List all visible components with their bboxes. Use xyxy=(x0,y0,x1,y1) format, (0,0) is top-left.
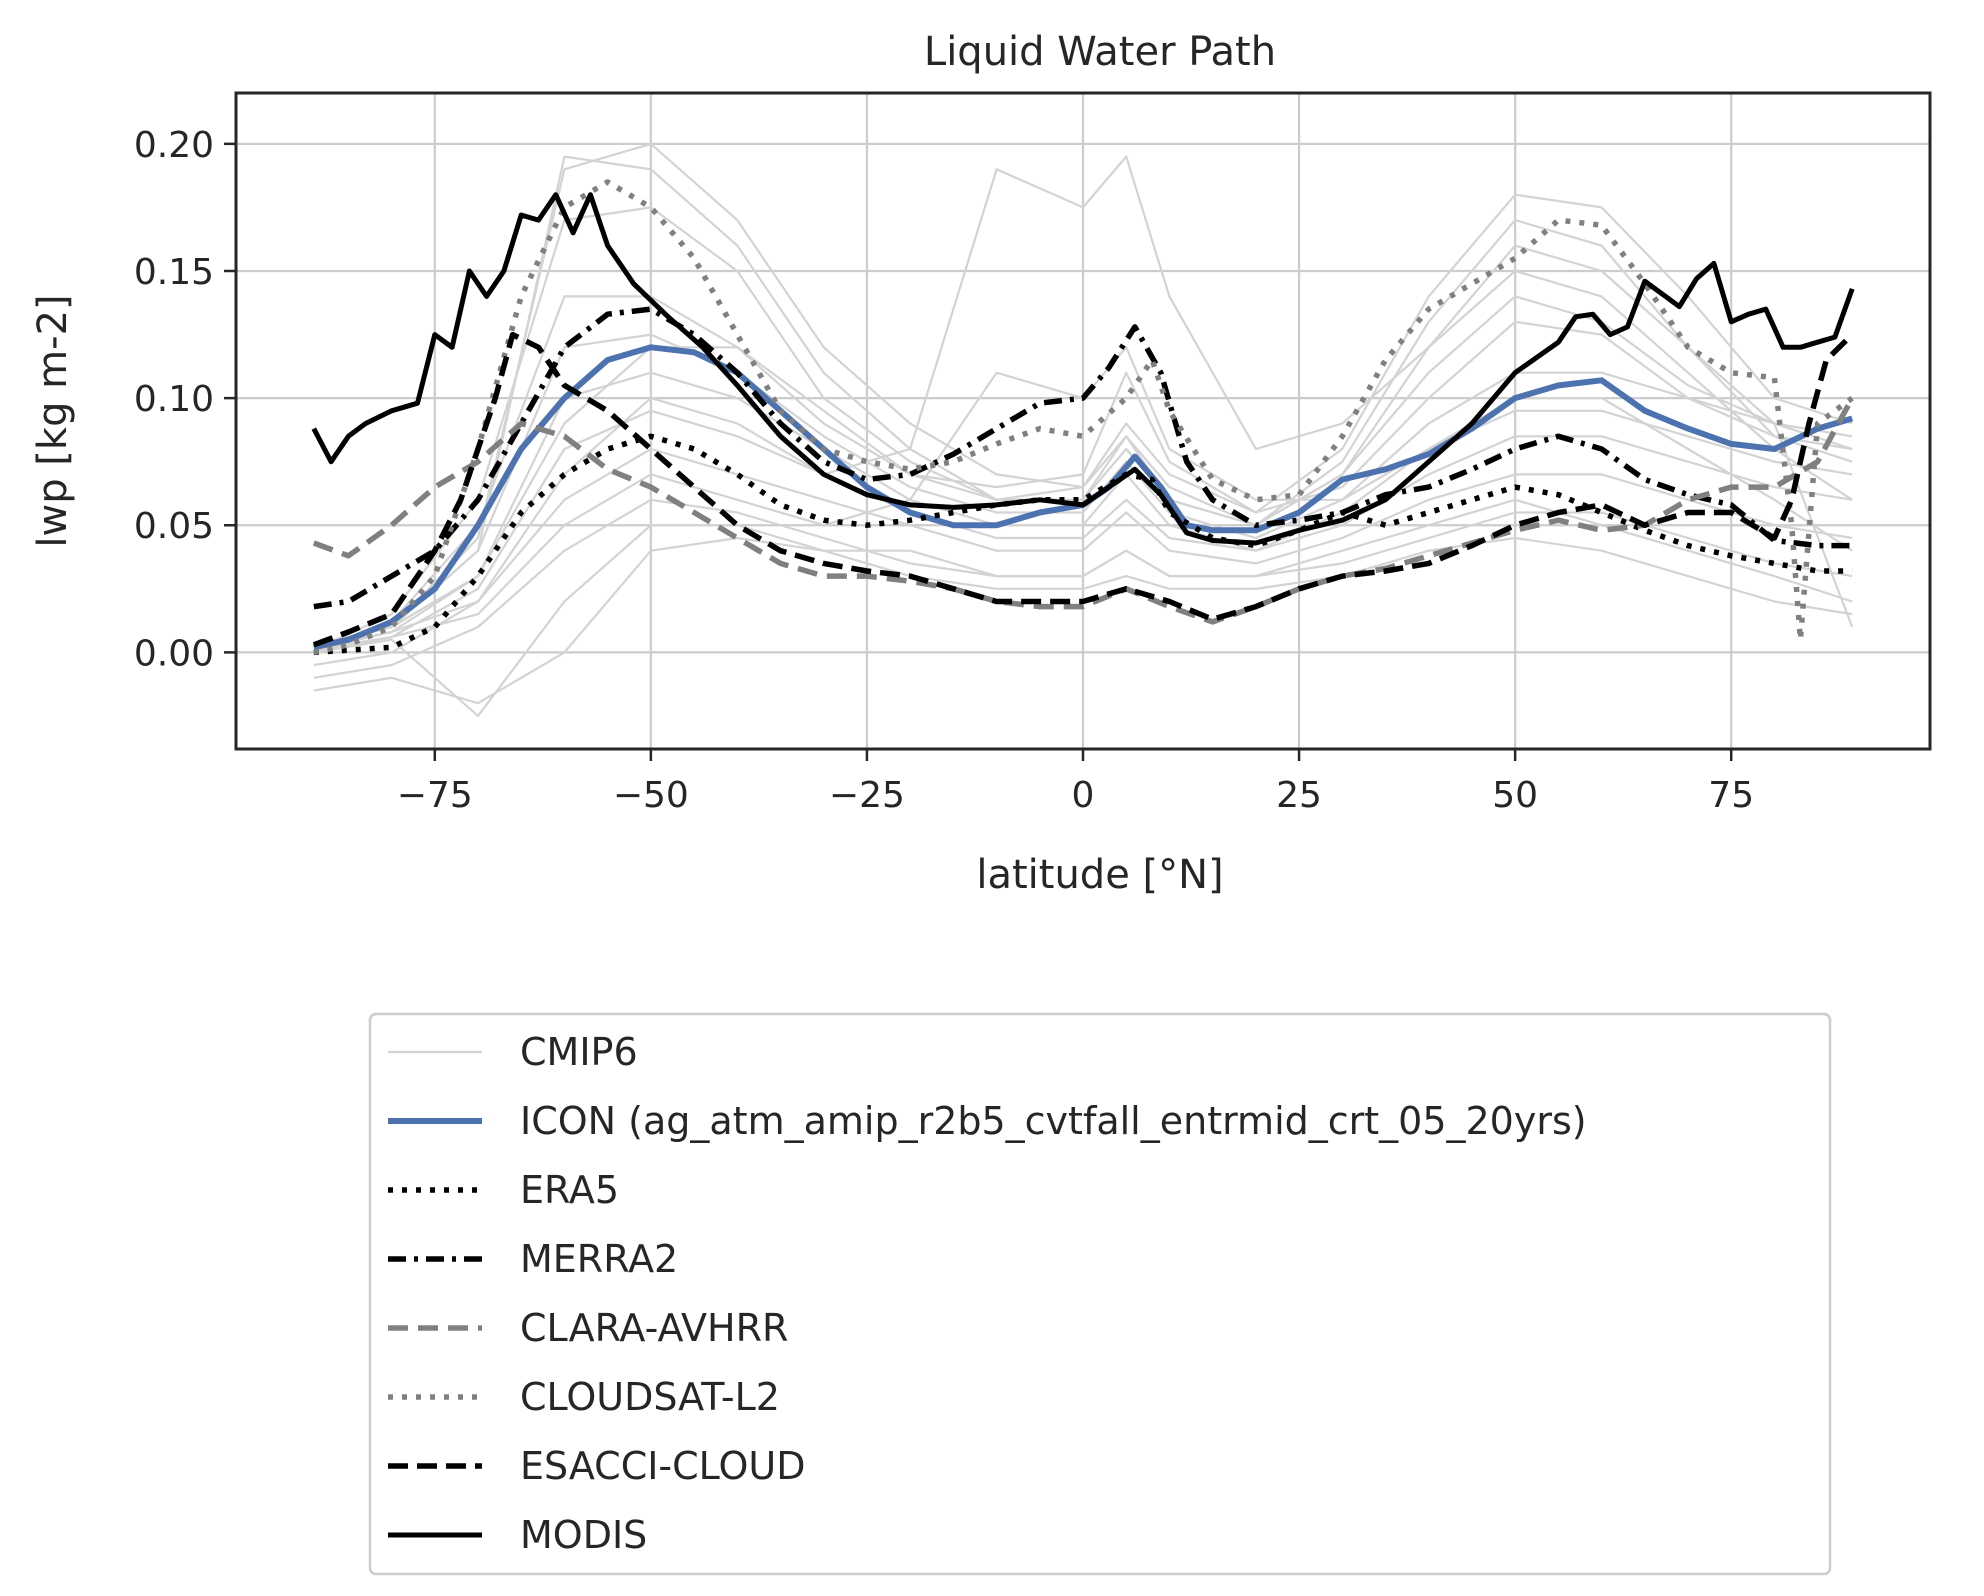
x-tick-label: −25 xyxy=(829,775,905,816)
legend-label-cmip6: CMIP6 xyxy=(520,1030,638,1074)
x-tick-label: 0 xyxy=(1072,775,1095,816)
series-line-cmip6-member xyxy=(313,155,1853,649)
legend-label-era5: ERA5 xyxy=(520,1168,619,1212)
x-tick-label: −50 xyxy=(613,775,689,816)
series-layer xyxy=(311,142,1855,717)
series-line-cloudsat-l2 xyxy=(313,179,1854,656)
series-line-cmip6-member xyxy=(313,320,1854,646)
legend-label-cloudsat-l2: CLOUDSAT-L2 xyxy=(520,1375,780,1419)
series-line-cmip6-member xyxy=(313,409,1853,654)
series-line-clara-avhrr xyxy=(312,396,1855,625)
legend-frame xyxy=(368,1012,1832,1576)
series-line-esacci-cloud xyxy=(312,331,1855,648)
y-tick-label: 0.00 xyxy=(134,633,214,674)
legend-label-esacci-cloud: ESACCI-CLOUD xyxy=(520,1444,805,1488)
y-tick-label: 0.10 xyxy=(134,379,214,420)
series-line-modis xyxy=(311,192,1855,546)
legend-label-merra2: MERRA2 xyxy=(520,1237,678,1281)
chart-title: Liquid Water Path xyxy=(924,29,1276,75)
x-tick-label: −75 xyxy=(397,775,473,816)
x-tick-label: 75 xyxy=(1708,775,1754,816)
x-tick-label: 25 xyxy=(1276,775,1322,816)
series-line-cmip6-member xyxy=(313,155,1853,649)
legend: CMIP6 ICON (ag_atm_amip_r2b5_cvtfall_entr… xyxy=(368,1012,1832,1576)
axis-ticks: −75 −50 −25 0 25 50 75 0.00 0.05 0.10 0.15 0.20 xyxy=(134,125,1754,816)
series-line-cmip6-member xyxy=(313,447,1853,667)
series-line-cmip6-member xyxy=(313,536,1853,705)
y-tick-label: 0.05 xyxy=(134,506,214,547)
series-line-merra2 xyxy=(313,306,1853,610)
series-line-cmip6-member xyxy=(313,498,1853,717)
legend-label-icon: ICON (ag_atm_amip_r2b5_cvtfall_entrmid_c… xyxy=(520,1099,1587,1143)
x-axis-label: latitude [°N] xyxy=(976,852,1223,898)
series-line-cmip6-member xyxy=(313,142,1853,646)
x-tick-label: 50 xyxy=(1492,775,1538,816)
legend-label-modis: MODIS xyxy=(520,1513,647,1557)
legend-label-clara-avhrr: CLARA-AVHRR xyxy=(520,1306,788,1350)
y-axis-label: lwp [kg m-2] xyxy=(30,294,76,547)
y-tick-label: 0.20 xyxy=(134,125,214,166)
y-tick-label: 0.15 xyxy=(134,252,214,293)
series-line-cmip6-member xyxy=(313,346,1853,651)
